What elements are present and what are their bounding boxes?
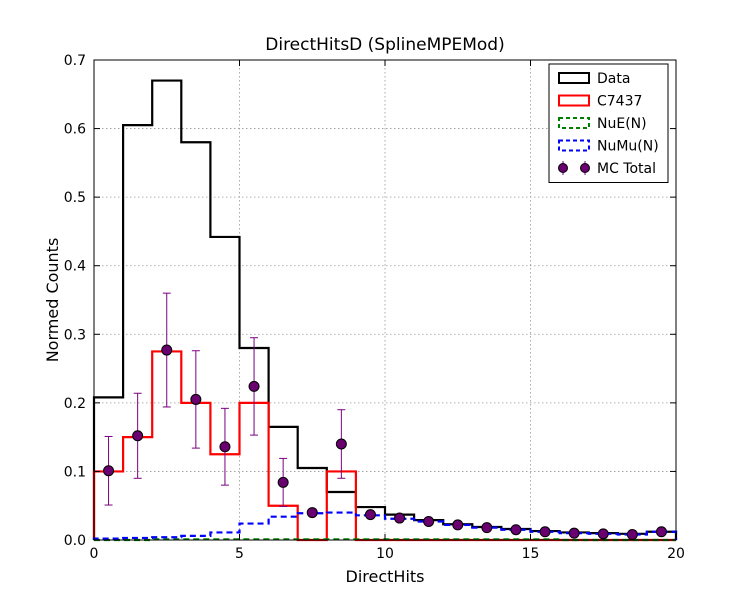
mc-total-marker	[103, 465, 115, 477]
mc-total-marker	[394, 512, 406, 524]
mc-total-marker	[132, 430, 144, 442]
mc-total-marker	[219, 441, 231, 453]
mc-total-point	[423, 515, 435, 527]
mc-total-point	[597, 528, 609, 540]
mc-total-marker	[248, 380, 260, 392]
mc-total-marker	[568, 527, 580, 539]
mc-total-point	[394, 512, 406, 524]
x-tick-label: 5	[235, 546, 244, 562]
mc-total-marker	[539, 526, 551, 538]
y-tick-label: 0.1	[64, 464, 86, 480]
x-tick-label: 20	[667, 546, 685, 562]
mc-total-marker	[597, 528, 609, 540]
mc-total-point	[510, 524, 522, 536]
legend-label-mc-total: MC Total	[597, 161, 656, 177]
legend-marker	[558, 163, 568, 173]
y-tick-label: 0.0	[64, 533, 86, 549]
axis-ticks: 0 5 10 15 20 0.0 0.1 0.2 0.3 0.4 0.5 0.6 0.7	[64, 53, 685, 562]
x-axis-label: DirectHits	[346, 567, 425, 586]
mc-total-marker	[306, 507, 318, 519]
mc-total-marker	[161, 344, 173, 356]
mc-total-marker	[481, 522, 493, 534]
y-tick-label: 0.7	[64, 53, 86, 69]
y-tick-label: 0.6	[64, 122, 86, 138]
mc-total-point	[568, 527, 580, 539]
x-tick-label: 10	[376, 546, 394, 562]
legend-label-c7437: C7437	[597, 94, 642, 110]
y-tick-label: 0.2	[64, 396, 86, 412]
mc-total-point	[364, 509, 376, 521]
legend-label-nue-n: NuE(N)	[597, 116, 647, 132]
y-axis-label: Normed Counts	[43, 238, 62, 363]
mc-total-marker	[626, 529, 638, 541]
mc-total-point	[219, 407, 231, 486]
mc-total-point	[452, 519, 464, 531]
mc-total-point	[335, 409, 347, 479]
legend-swatch-c7437	[558, 94, 590, 107]
mc-total-point	[655, 526, 667, 538]
x-tick-label: 15	[522, 546, 540, 562]
mc-total-marker	[277, 476, 289, 488]
mc-total-marker	[364, 509, 376, 521]
legend-swatch-data	[558, 72, 590, 84]
mc-total-marker	[452, 519, 464, 531]
grid-lines	[94, 60, 676, 540]
x-tick-label: 0	[90, 546, 99, 562]
legend-swatch-numu-n	[558, 139, 590, 152]
mc-total-point	[248, 337, 260, 436]
mc-total-marker	[510, 524, 522, 536]
mc-total-marker	[335, 438, 347, 450]
mc-total-point	[626, 529, 638, 541]
legend-swatch-nue-n	[558, 117, 590, 129]
mc-total-point	[481, 522, 493, 534]
chart-title: DirectHitsD (SplineMPEMod)	[265, 35, 504, 55]
mc-total-point	[190, 350, 202, 449]
mc-total-point	[306, 507, 318, 519]
mc-total-point	[539, 526, 551, 538]
mc-total-marker	[423, 515, 435, 527]
legend-label-numu-n: NuMu(N)	[597, 139, 659, 155]
mc-total-marker	[190, 393, 202, 405]
y-tick-label: 0.5	[64, 190, 86, 206]
series-numu-n-step	[92, 511, 678, 540]
legend-marker	[580, 163, 590, 173]
mc-total-point	[103, 435, 115, 506]
y-tick-label: 0.3	[64, 327, 86, 343]
mc-total-point	[132, 392, 144, 479]
y-tick-label: 0.4	[64, 259, 86, 275]
mc-total-point	[277, 457, 289, 507]
legend-label-data: Data	[597, 71, 630, 87]
legend: Data C7437 NuE(N) NuMu(N) MC Total	[548, 63, 669, 183]
mc-total-point	[161, 292, 173, 408]
mc-total-marker	[655, 526, 667, 538]
